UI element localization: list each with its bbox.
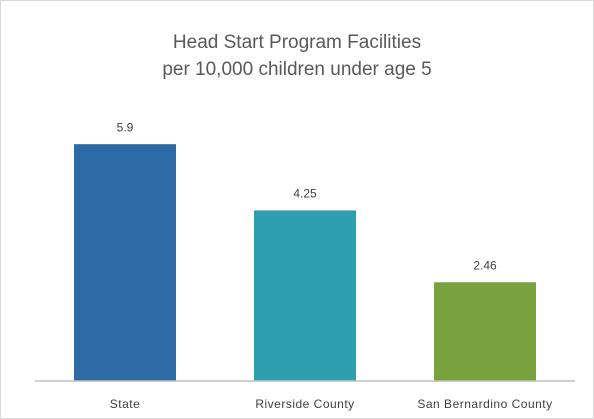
chart-subtitle: per 10,000 children under age 5: [162, 59, 431, 80]
data-label: 4.25: [293, 187, 317, 201]
x-tick-label: Riverside County: [255, 397, 354, 411]
bar: [254, 210, 356, 381]
bar: [434, 282, 536, 381]
bar: [74, 144, 176, 381]
x-tick-label: San Bernardino County: [417, 397, 552, 411]
x-tick-label: State: [110, 397, 141, 411]
data-label: 2.46: [473, 258, 497, 272]
chart-title: Head Start Program Facilities: [173, 32, 421, 53]
data-label: 5.9: [117, 120, 134, 134]
